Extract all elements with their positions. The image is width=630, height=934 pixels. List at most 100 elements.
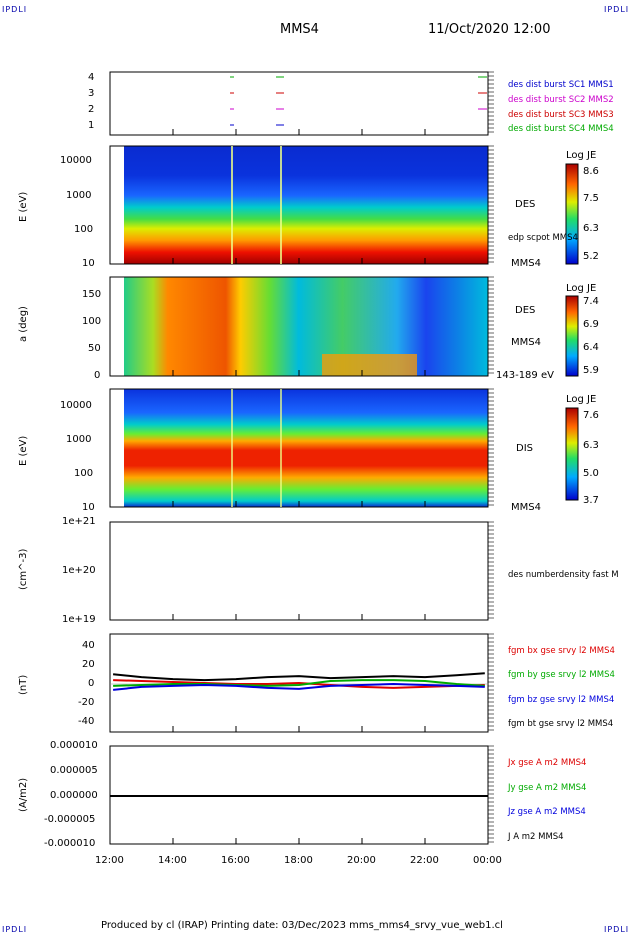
density-ytick: 1e+19	[62, 614, 96, 625]
des-energy-cbar-tick: 5.2	[583, 251, 599, 262]
des-pitch-colorbar	[565, 295, 579, 377]
time-tick-label: 12:00	[95, 855, 124, 866]
dis-energy-colorbar	[565, 407, 579, 501]
current-legend-jx: Jx gse A m2 MMS4	[508, 758, 587, 768]
header-spacecraft: MMS4	[280, 22, 319, 37]
dis-energy-spectrogram	[124, 389, 488, 507]
footer-text: Produced by cl (IRAP) Printing date: 03/…	[101, 920, 503, 931]
current-legend-j: J A m2 MMS4	[508, 832, 564, 842]
fgm-series-line	[112, 682, 485, 691]
fgm-series-line	[112, 672, 485, 682]
fgm-ytick: 0	[88, 678, 95, 689]
burst-legend-1: des dist burst SC1 MMS1	[508, 80, 614, 90]
des-energy-cbar-tick: 8.6	[583, 166, 599, 177]
density-frame	[109, 521, 489, 621]
dis-energy-cbar-tick: 3.7	[583, 495, 599, 506]
des-pitch-ytick: 0	[94, 370, 101, 381]
fgm-legend-bz: fgm bz gse srvy l2 MMS4	[508, 695, 615, 705]
des-pitch-cbar-tick: 6.9	[583, 319, 599, 330]
dis-energy-ytick: 1000	[66, 434, 92, 445]
des-energy-ytick: 1000	[66, 190, 92, 201]
des-energy-cbar-tick: 7.5	[583, 193, 599, 204]
des-energy-sc-label: MMS4	[511, 258, 541, 269]
des-pitch-ylabel: a (deg)	[18, 306, 29, 342]
time-tick-label: 16:00	[221, 855, 250, 866]
burst-ytick-3: 3	[88, 88, 95, 99]
des-energy-ylabel: E (eV)	[18, 191, 29, 222]
density-ytick: 1e+21	[62, 516, 96, 527]
des-energy-ytick: 10000	[60, 155, 92, 166]
time-tick-label: 14:00	[158, 855, 187, 866]
fgm-ytick: 40	[82, 640, 95, 651]
des-pitch-ytick: 150	[82, 289, 102, 300]
fgm-legend-bx: fgm bx gse srvy l2 MMS4	[508, 646, 615, 656]
corner-label-top-left: IPDLI	[2, 5, 28, 14]
current-ytick: 0.000000	[50, 790, 98, 801]
des-energy-cbar-title: Log JE	[566, 150, 597, 161]
burst-ytick-4: 4	[88, 72, 95, 83]
corner-label-bottom-right: IPDLI	[604, 925, 630, 934]
fgm-lines	[112, 672, 485, 691]
time-axis-ticks	[109, 129, 489, 844]
des-energy-ytick: 10	[82, 258, 95, 269]
dis-energy-cbar-tick: 6.3	[583, 440, 599, 451]
fgm-series-line	[113, 679, 485, 689]
dis-energy-right-label: DIS	[516, 443, 533, 454]
des-pitch-spectrogram	[124, 277, 488, 376]
time-tick-label: 22:00	[410, 855, 439, 866]
burst-panel-frame	[109, 71, 489, 136]
minor-ticks	[488, 71, 494, 843]
des-energy-spectrogram	[124, 146, 488, 264]
des-energy-right-label: DES	[515, 199, 536, 210]
burst-ytick-2: 2	[88, 104, 95, 115]
fgm-ylabel: (nT)	[18, 674, 29, 695]
density-ylabel: (cm^-3)	[18, 548, 29, 590]
current-ytick: 0.000005	[50, 765, 98, 776]
current-legend-jz: Jz gse A m2 MMS4	[508, 807, 586, 817]
des-pitch-right-label: DES	[515, 305, 536, 316]
des-pitch-cbar-tick: 7.4	[583, 296, 599, 307]
fgm-ytick: 20	[82, 659, 95, 670]
current-ytick: -0.000005	[44, 814, 96, 825]
dis-energy-cbar-tick: 7.6	[583, 410, 599, 421]
dis-energy-cbar-tick: 5.0	[583, 468, 599, 479]
dis-energy-ylabel: E (eV)	[18, 435, 29, 466]
des-energy-cbar-tick: 6.3	[583, 223, 599, 234]
time-tick-label: 00:00	[473, 855, 502, 866]
burst-ytick-1: 1	[88, 120, 95, 131]
des-pitch-cbar-tick: 5.9	[583, 365, 599, 376]
des-energy-colorbar	[565, 163, 579, 265]
des-energy-scpot-label: edp scpot MMS4	[508, 233, 578, 243]
des-pitch-ytick: 100	[82, 316, 102, 327]
time-tick-label: 18:00	[284, 855, 313, 866]
dis-energy-ytick: 10000	[60, 400, 92, 411]
current-ytick: -0.000010	[44, 838, 96, 849]
current-legend-jy: Jy gse A m2 MMS4	[508, 783, 587, 793]
burst-legend-3: des dist burst SC3 MMS3	[508, 110, 614, 120]
corner-label-top-right: IPDLI	[604, 5, 630, 14]
fgm-ytick: -40	[78, 716, 95, 727]
fgm-legend-by: fgm by gse srvy l2 MMS4	[508, 670, 615, 680]
burst-legend-2: des dist burst SC2 MMS2	[508, 95, 614, 105]
des-pitch-cbar-tick: 6.4	[583, 342, 599, 353]
dis-energy-ytick: 10	[82, 502, 95, 513]
density-ytick: 1e+20	[62, 565, 96, 576]
des-energy-ytick: 100	[74, 224, 94, 235]
dis-energy-ytick: 100	[74, 468, 94, 479]
des-pitch-cbar-title: Log JE	[566, 283, 597, 294]
dis-energy-sc-label: MMS4	[511, 502, 541, 513]
burst-marks	[230, 76, 487, 126]
fgm-series-line	[113, 679, 485, 687]
corner-label-bottom-left: IPDLI	[2, 925, 28, 934]
dis-energy-cbar-title: Log JE	[566, 394, 597, 405]
density-right-label: des numberdensity fast M	[508, 570, 619, 580]
current-ytick: 0.000010	[50, 740, 98, 751]
fgm-legend-bt: fgm bt gse srvy l2 MMS4	[508, 719, 614, 729]
time-tick-label: 20:00	[347, 855, 376, 866]
des-pitch-energy-label: 143-189 eV	[496, 370, 554, 381]
burst-legend-4: des dist burst SC4 MMS4	[508, 124, 614, 134]
header-datetime: 11/Oct/2020 12:00	[428, 22, 551, 37]
des-pitch-sc-label: MMS4	[511, 337, 541, 348]
current-ylabel: (A/m2)	[18, 777, 29, 812]
